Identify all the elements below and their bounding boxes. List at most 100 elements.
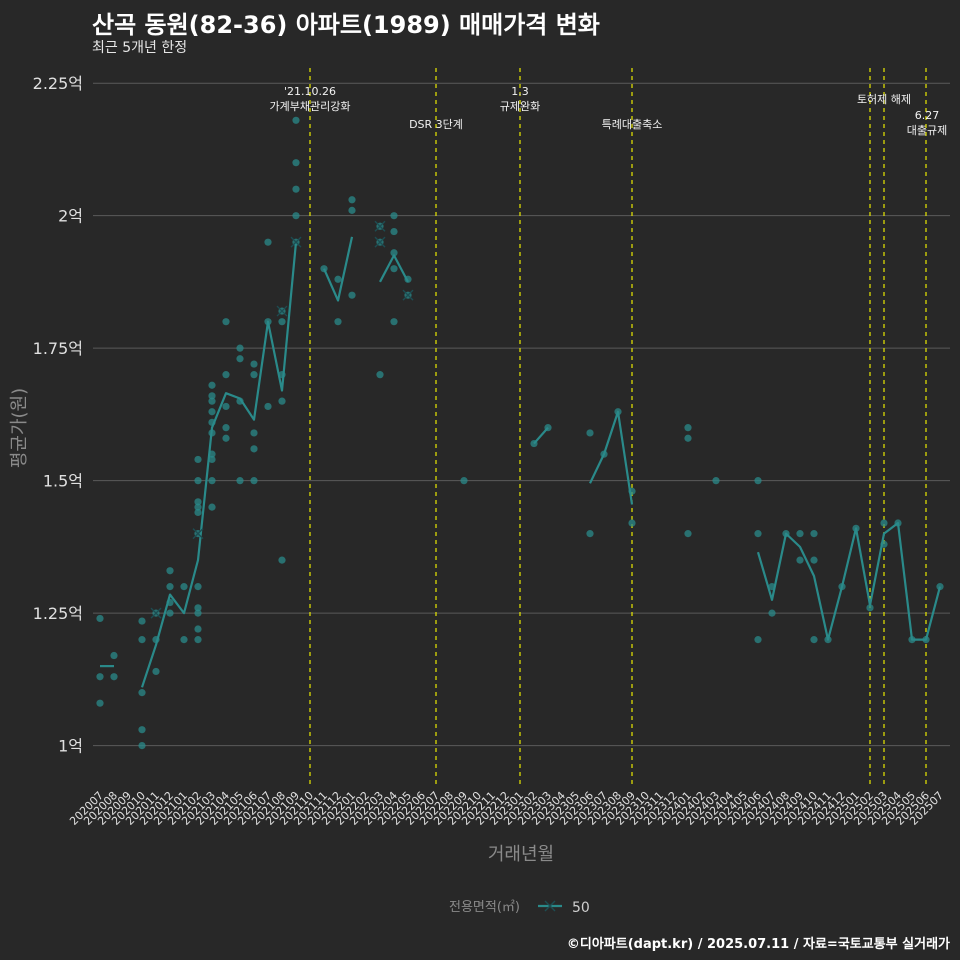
transaction-point [768, 609, 776, 617]
mean-price-line [756, 521, 942, 641]
transaction-point [264, 238, 272, 246]
transaction-point [138, 726, 146, 734]
y-axis-title: 평균가(원) [9, 388, 30, 468]
transaction-point [208, 408, 216, 416]
transaction-point [278, 556, 286, 564]
transaction-point [754, 530, 762, 538]
mean-price-line [322, 236, 354, 302]
transaction-point [348, 206, 356, 214]
x-marker [374, 236, 386, 248]
transaction-point [208, 381, 216, 389]
event-annotation: DSR 3단계 [409, 118, 463, 131]
x-marker [192, 528, 204, 540]
transaction-point [586, 429, 594, 437]
x-marker [402, 289, 414, 301]
transaction-point [390, 227, 398, 236]
transaction-point [586, 530, 594, 538]
transaction-point [194, 498, 202, 506]
transaction-point [250, 477, 258, 485]
transaction-point [250, 445, 258, 453]
transaction-point [110, 651, 118, 660]
transaction-point [348, 196, 356, 204]
y-tick-label: 1.75억 [33, 339, 83, 358]
y-tick-label: 2.25억 [33, 74, 83, 93]
transaction-point [292, 185, 300, 193]
mean-price-line [589, 410, 634, 505]
transaction-point [96, 673, 104, 681]
transaction-point [208, 477, 216, 485]
event-annotation: 규제완화 [500, 100, 540, 113]
transaction-point [194, 583, 202, 591]
transaction-point [292, 116, 300, 124]
transaction-point [222, 424, 230, 432]
transaction-point [250, 360, 258, 368]
transaction-point [194, 625, 202, 633]
transaction-point [292, 212, 300, 220]
transaction-point [754, 477, 762, 485]
transaction-point [264, 402, 272, 411]
event-annotation: '21.10.26 [284, 85, 336, 98]
transaction-point [194, 636, 202, 644]
transaction-point [208, 397, 216, 405]
y-tick-label: 1.25억 [33, 604, 83, 623]
transaction-point [278, 318, 286, 326]
transaction-point [810, 530, 818, 538]
transaction-point [194, 604, 202, 612]
transaction-point [208, 503, 216, 511]
transaction-point [180, 583, 188, 591]
transaction-point [138, 742, 146, 750]
transaction-point [180, 636, 188, 644]
legend-title: 전용면적(㎡) [449, 900, 520, 915]
transaction-point [796, 556, 804, 564]
chart-subtitle: 최근 5개년 한정 [92, 40, 188, 56]
chart-title: 산곡 동원(82-36) 아파트(1989) 매매가격 변화 [92, 11, 600, 39]
x-marker [150, 607, 162, 619]
event-annotation: 1.3 [511, 85, 529, 98]
transaction-point [810, 556, 818, 564]
transaction-point [138, 636, 146, 644]
transaction-point [460, 477, 468, 485]
event-annotation: 토허제 해제 [857, 92, 911, 106]
y-tick-label: 1억 [58, 737, 83, 756]
transaction-point [222, 371, 230, 379]
transaction-point [866, 604, 874, 612]
y-tick-label: 2억 [58, 207, 83, 226]
transaction-point [138, 617, 146, 625]
transaction-point [880, 519, 888, 527]
transaction-point [222, 318, 230, 326]
transaction-point [222, 402, 230, 411]
transaction-point [236, 355, 244, 363]
transaction-point [390, 318, 398, 326]
transaction-point [712, 477, 720, 485]
transaction-point [390, 265, 398, 273]
transaction-point [292, 159, 300, 167]
transaction-point [684, 424, 692, 432]
transaction-point [334, 275, 342, 283]
transaction-point [152, 667, 160, 676]
transaction-point [334, 318, 342, 326]
transaction-point [194, 609, 202, 617]
legend-entry-label: 50 [572, 900, 590, 916]
event-annotation: 특례대출축소 [602, 118, 663, 131]
transaction-point [194, 477, 202, 485]
x-axis-title: 거래년월 [488, 844, 554, 865]
event-annotation: 가계부채관리강화 [270, 100, 351, 113]
transaction-point [194, 503, 202, 511]
mean-price-line [140, 242, 298, 688]
transaction-point [208, 392, 216, 400]
transaction-point [684, 434, 692, 442]
transaction-point [390, 249, 398, 257]
transaction-point [250, 371, 258, 379]
transaction-point [628, 519, 636, 527]
transaction-point [222, 434, 230, 442]
transaction-point [376, 371, 384, 379]
y-tick-label: 1.5억 [43, 472, 83, 491]
transaction-point [390, 212, 398, 220]
transaction-point [754, 636, 762, 644]
transaction-point [166, 583, 174, 591]
transaction-point [96, 614, 104, 623]
event-annotation: 6.27 [915, 109, 940, 122]
transaction-point [278, 397, 286, 405]
